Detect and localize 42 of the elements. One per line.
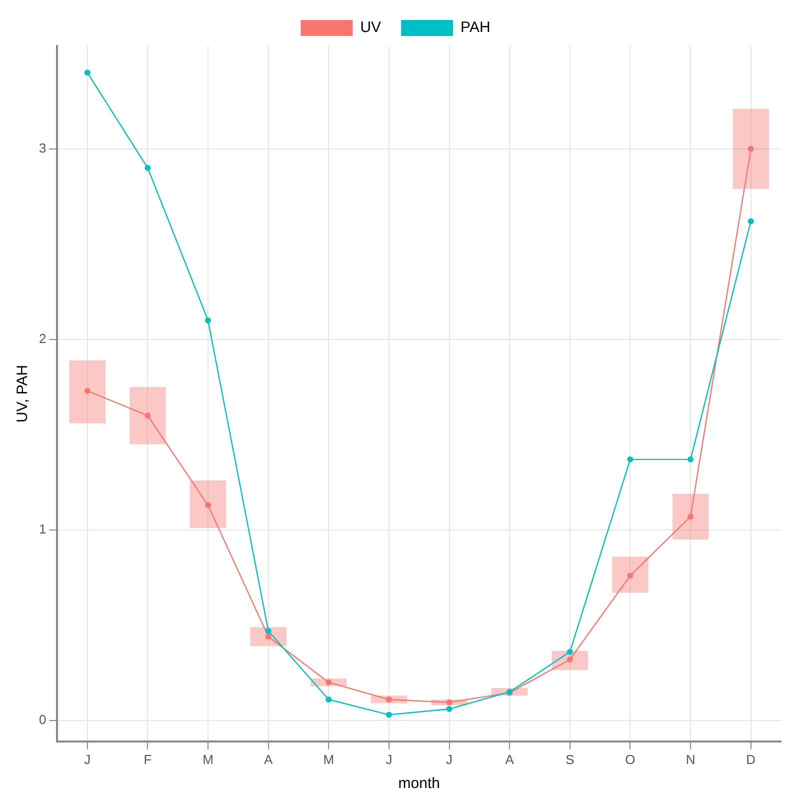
point <box>627 456 634 462</box>
y-tick-label: 2 <box>38 330 46 346</box>
point <box>748 146 754 152</box>
point <box>84 388 90 394</box>
point <box>748 218 754 224</box>
x-axis-title: month <box>398 775 440 792</box>
y-tick-label: 1 <box>38 522 46 536</box>
x-tick-label: S <box>566 752 575 767</box>
point <box>205 317 212 324</box>
point <box>627 572 634 579</box>
point <box>446 706 452 712</box>
x-tick-label: D <box>746 752 756 767</box>
y-axis-title: UV, PAH <box>14 364 32 422</box>
point <box>265 628 272 634</box>
x-tick-label: M <box>202 752 214 767</box>
legend-label: UV <box>360 19 382 36</box>
x-tick-label: N <box>686 752 696 767</box>
x-tick-label: F <box>144 752 152 767</box>
legend-label: PAH <box>460 19 490 36</box>
point <box>566 656 573 662</box>
point <box>144 412 151 419</box>
point <box>265 634 272 640</box>
point <box>688 514 694 520</box>
x-tick-label: J <box>386 752 392 767</box>
point <box>688 456 694 462</box>
x-tick-label: A <box>264 752 273 767</box>
y-tick-label: 0 <box>38 712 46 728</box>
point <box>326 679 332 686</box>
point <box>566 648 573 655</box>
x-tick-label: O <box>625 752 636 767</box>
point <box>84 70 90 76</box>
point <box>386 696 392 702</box>
x-tick-label: M <box>323 752 334 767</box>
point <box>326 696 332 702</box>
point <box>205 502 212 508</box>
x-tick-label: J <box>84 752 91 767</box>
y-tick-label: 3 <box>38 140 46 156</box>
point <box>386 712 392 718</box>
point <box>144 164 151 171</box>
x-tick-label: A <box>505 752 514 767</box>
point <box>446 699 452 706</box>
x-tick-label: J <box>446 752 453 767</box>
